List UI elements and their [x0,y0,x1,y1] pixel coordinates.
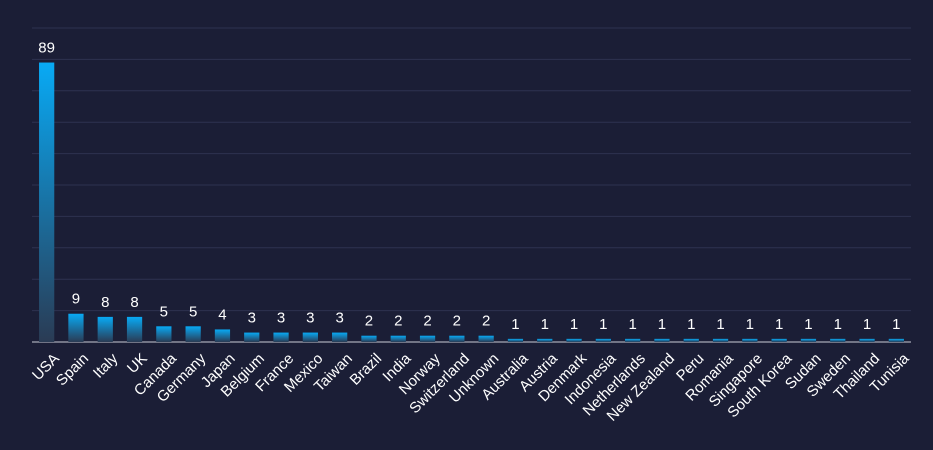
bar-australia [507,338,524,342]
value-label: 5 [160,303,168,320]
bar-new-zealand [654,338,670,342]
value-label: 1 [716,316,724,333]
bar-taiwan [332,332,348,342]
bar-netherlands [625,338,641,342]
bar-japan [214,329,231,342]
bar-france [273,332,289,342]
bar-belgium [244,332,260,342]
value-label: 3 [277,310,285,327]
gridlines [32,27,911,312]
value-label: 1 [570,316,578,333]
bar-singapore [742,338,758,342]
bars [39,62,904,342]
value-label: 3 [335,310,343,327]
bar-south-korea [771,338,787,342]
value-label: 2 [423,313,431,330]
bar-switzerland [449,335,465,342]
value-label: 89 [38,40,55,57]
bar-uk [126,316,143,342]
value-label: 1 [599,316,607,333]
value-label: 1 [804,316,812,333]
bar-brazil [361,335,377,342]
value-label: 3 [306,310,314,327]
value-label: 1 [511,316,519,333]
value-label: 2 [394,313,402,330]
bar-tunisia [888,338,904,342]
bar-germany [185,326,201,342]
x-tick-label: Italy [90,350,122,382]
value-label: 8 [130,294,138,311]
value-label: 3 [248,310,256,327]
bar-sweden [830,338,846,342]
value-label: 1 [775,316,783,333]
bar-norway [419,335,436,342]
bar-italy [97,316,113,342]
bar-sudan [800,338,817,342]
value-label: 1 [541,316,549,333]
value-label: 1 [628,316,636,333]
value-label: 1 [892,316,900,333]
x-tick-label: Brazil [347,350,386,389]
value-label: 2 [482,313,490,330]
value-label: 1 [687,316,695,333]
bar-unknown [478,335,494,342]
x-tick-label: Spain [53,350,92,389]
value-label: 1 [658,316,666,333]
bar-indonesia [595,338,611,342]
bar-austria [537,338,553,342]
bar-peru [683,338,699,342]
value-label: 1 [863,316,871,333]
bar-denmark [566,338,582,342]
value-label: 4 [218,306,226,323]
value-label: 9 [72,291,80,308]
value-label: 2 [453,313,461,330]
bar-thailand [859,338,875,342]
value-label: 1 [834,316,842,333]
value-labels: 89 9 8 8 5 5 4 3 3 3 3 2 2 2 2 2 1 1 1 1 1 1 1 1 1 1 1 1 1 1 [38,40,900,333]
value-label: 5 [189,303,197,320]
bar-spain [68,313,84,342]
bar-canada [156,326,172,342]
bar-india [390,335,406,342]
bar-mexico [302,332,318,342]
value-label: 1 [746,316,754,333]
bar-usa [39,62,55,342]
value-label: 8 [101,294,109,311]
value-label: 2 [365,313,373,330]
bar-romania [712,338,729,342]
